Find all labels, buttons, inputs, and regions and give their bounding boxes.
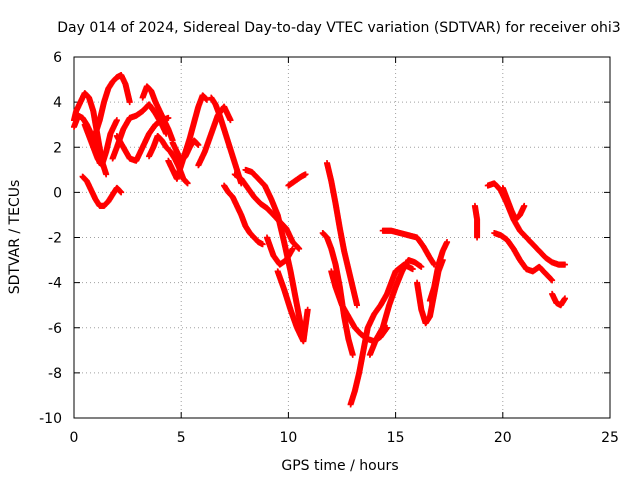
x-axis-label: GPS time / hours bbox=[281, 458, 398, 474]
data-point bbox=[184, 180, 191, 187]
data-point bbox=[195, 141, 202, 148]
data-point bbox=[409, 266, 416, 273]
data-point bbox=[126, 99, 133, 106]
series-l bbox=[195, 103, 234, 169]
chart-title: Day 014 of 2024, Sidereal Day-to-day VTE… bbox=[57, 20, 620, 36]
x-tick-label: 0 bbox=[70, 430, 79, 446]
data-point bbox=[474, 234, 481, 241]
y-tick-label: -10 bbox=[39, 411, 62, 427]
series-u bbox=[323, 160, 361, 309]
series-ab bbox=[471, 202, 481, 241]
data-point bbox=[113, 117, 120, 124]
data-point bbox=[296, 245, 303, 252]
y-tick-label: 2 bbox=[53, 140, 62, 156]
y-tick-label: -6 bbox=[48, 321, 62, 337]
series-aa bbox=[426, 239, 451, 304]
data-point bbox=[561, 261, 568, 268]
x-tick-label: 10 bbox=[279, 430, 297, 446]
series-h bbox=[139, 83, 176, 144]
y-tick-label: 4 bbox=[53, 95, 62, 111]
series-x bbox=[366, 257, 425, 358]
series-n bbox=[221, 182, 266, 248]
series-ad bbox=[491, 229, 556, 284]
series-s bbox=[285, 171, 309, 189]
series-af bbox=[549, 290, 568, 309]
series-q bbox=[263, 234, 296, 268]
data-point bbox=[118, 189, 125, 196]
series-y bbox=[379, 227, 438, 268]
series-f bbox=[109, 101, 170, 162]
data-point bbox=[289, 245, 296, 252]
data-point bbox=[549, 277, 556, 284]
series-r bbox=[274, 268, 311, 345]
x-tick-label: 5 bbox=[177, 430, 186, 446]
data-point bbox=[259, 241, 266, 248]
data-point bbox=[521, 202, 528, 209]
y-tick-label: -2 bbox=[48, 231, 62, 247]
series-k bbox=[169, 137, 202, 164]
data-point bbox=[103, 171, 110, 178]
y-tick-label: 0 bbox=[53, 185, 62, 201]
data-point bbox=[304, 306, 311, 313]
data-point bbox=[165, 114, 172, 121]
x-tick-label: 15 bbox=[387, 430, 405, 446]
x-tick-label: 25 bbox=[601, 430, 619, 446]
y-tick-label: -8 bbox=[48, 366, 62, 382]
series-c bbox=[81, 117, 120, 169]
series-m bbox=[208, 94, 245, 187]
data-point bbox=[561, 295, 568, 302]
data-point bbox=[418, 263, 425, 270]
series-e bbox=[79, 173, 125, 209]
data-point bbox=[444, 239, 451, 246]
series-i bbox=[146, 132, 191, 187]
series-ac bbox=[484, 180, 568, 268]
axis-ticks: 0 5 10 15 20 25 -10 -8 -6 -4 -2 0 2 4 6 bbox=[39, 50, 619, 446]
data-point bbox=[302, 171, 309, 178]
series-ae bbox=[499, 184, 528, 223]
data-point bbox=[349, 351, 356, 358]
y-tick-label: 6 bbox=[53, 50, 62, 66]
y-axis-label: SDTVAR / TECUs bbox=[7, 180, 23, 295]
series-d bbox=[92, 72, 133, 137]
data-point bbox=[227, 117, 234, 124]
y-tick-label: -4 bbox=[48, 276, 62, 292]
data-points bbox=[71, 72, 568, 408]
data-point bbox=[354, 302, 361, 309]
x-tick-label: 20 bbox=[494, 430, 512, 446]
data-point bbox=[203, 96, 210, 103]
